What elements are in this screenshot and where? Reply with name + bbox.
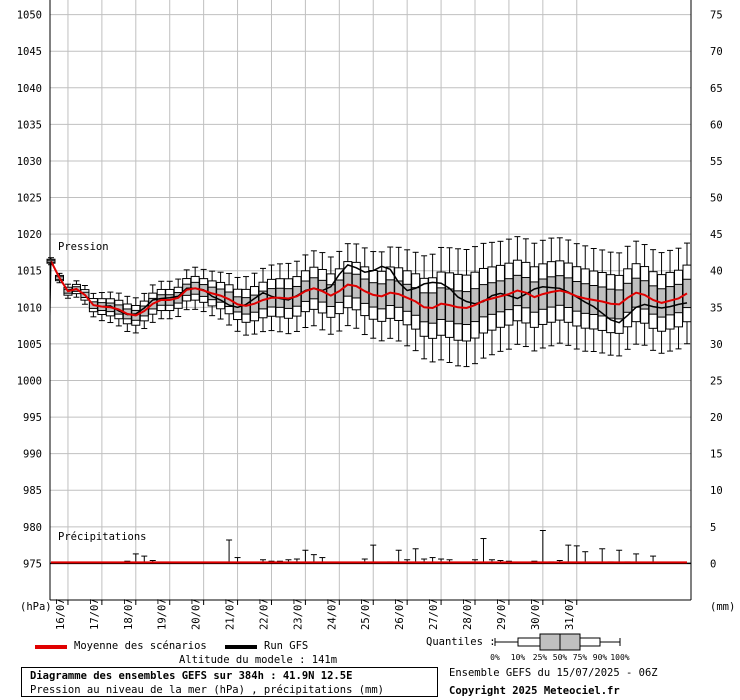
left-tick-label: 985 xyxy=(23,485,42,497)
chart-subtitle: Pression au niveau de la mer (hPa) , pré… xyxy=(30,684,385,696)
right-tick-label: 10 xyxy=(710,485,723,497)
right-tick-label: 40 xyxy=(710,266,723,278)
right-tick-label: 60 xyxy=(710,119,723,131)
quantile-tick-label: 25% xyxy=(533,653,548,662)
mean-legend-swatch xyxy=(35,645,67,649)
left-tick-label: 1040 xyxy=(17,83,42,95)
precip-panel-label: Précipitations xyxy=(58,531,147,543)
pressure-panel-label: Pression xyxy=(58,241,109,253)
left-tick-label: 1025 xyxy=(17,193,42,205)
right-axis: 0 5 10 15 20 25 30 35 40 45 50 55 60 65 70 75 xyxy=(710,10,723,571)
quantile-tick-label: 100% xyxy=(610,653,629,662)
right-tick-label: 5 xyxy=(710,522,716,534)
x-tick-label: 26/07 xyxy=(394,598,406,630)
quantile-tick-label: 10% xyxy=(511,653,526,662)
right-tick-label: 20 xyxy=(710,412,723,424)
quantile-tick-label: 75% xyxy=(573,653,588,662)
model-altitude: Altitude du modele : 141m xyxy=(179,654,338,666)
left-tick-label: 975 xyxy=(23,558,42,570)
x-tick-label: 25/07 xyxy=(360,598,372,630)
copyright: Copyright 2025 Meteociel.fr xyxy=(449,685,620,697)
gfs-run-start-segment xyxy=(49,261,52,317)
left-tick-label: 1015 xyxy=(17,266,42,278)
quantiles-key: 0% 10% 25% 50% 75% 90% 100% xyxy=(490,633,630,662)
quantile-tick-label: 50% xyxy=(553,653,568,662)
x-tick-label: 21/07 xyxy=(225,598,237,630)
left-tick-label: 1010 xyxy=(17,302,42,314)
right-tick-label: 50 xyxy=(710,193,723,205)
right-tick-label: 65 xyxy=(710,83,723,95)
left-tick-label: 1030 xyxy=(17,156,42,168)
x-tick-label: 18/07 xyxy=(123,598,135,630)
x-tick-label: 19/07 xyxy=(157,598,169,630)
x-tick-label: 31/07 xyxy=(564,598,576,630)
x-tick-label: 16/07 xyxy=(55,598,67,630)
gfs-legend-label: Run GFS xyxy=(264,640,309,652)
right-tick-label: 15 xyxy=(710,449,723,461)
left-tick-label: 1045 xyxy=(17,46,42,58)
x-tick-label: 22/07 xyxy=(258,598,270,630)
quantile-tick-label: 90% xyxy=(593,653,608,662)
left-axis: 975 980 985 990 995 1000 1005 1010 1015 1020 1025 1… xyxy=(17,10,42,571)
precipitation-series xyxy=(51,529,687,564)
title-box: Diagramme des ensembles GEFS sur 384h : … xyxy=(21,667,438,697)
x-tick-label: 29/07 xyxy=(496,598,508,630)
right-tick-label: 45 xyxy=(710,229,723,241)
ensemble-mean-line xyxy=(50,260,688,317)
x-tick-label: 23/07 xyxy=(292,598,304,630)
left-tick-label: 1035 xyxy=(17,119,42,131)
x-tick-label: 17/07 xyxy=(89,598,101,630)
left-tick-label: 990 xyxy=(23,449,42,461)
mean-legend-label: Moyenne des scénarios xyxy=(74,640,207,652)
x-tick-label: 28/07 xyxy=(462,598,474,630)
chart-title: Diagramme des ensembles GEFS sur 384h : … xyxy=(30,670,353,682)
run-info: Ensemble GEFS du 15/07/2025 - 06Z xyxy=(449,667,658,679)
x-tick-label: 30/07 xyxy=(530,598,542,630)
left-tick-label: 980 xyxy=(23,522,42,534)
quantiles-label: Quantiles : xyxy=(426,636,496,648)
x-tick-label: 24/07 xyxy=(326,598,338,630)
left-axis-unit: (hPa) xyxy=(20,601,52,613)
right-tick-label: 30 xyxy=(710,339,723,351)
left-tick-label: 1050 xyxy=(17,10,42,22)
gfs-legend-swatch xyxy=(225,645,257,649)
series-lines xyxy=(49,260,688,324)
right-tick-label: 25 xyxy=(710,375,723,387)
gfs-run-line xyxy=(50,260,688,324)
right-tick-label: 55 xyxy=(710,156,723,168)
quantile-tick-label: 0% xyxy=(490,653,500,662)
right-tick-label: 0 xyxy=(710,558,716,570)
x-tick-label: 20/07 xyxy=(191,598,203,630)
right-tick-label: 35 xyxy=(710,302,723,314)
left-tick-label: 1005 xyxy=(17,339,42,351)
left-tick-label: 995 xyxy=(23,412,42,424)
right-axis-unit: (mm) xyxy=(710,601,735,613)
right-tick-label: 70 xyxy=(710,46,723,58)
right-tick-label: 75 xyxy=(710,10,723,22)
left-tick-label: 1000 xyxy=(17,375,42,387)
left-tick-label: 1020 xyxy=(17,229,42,241)
x-tick-label: 27/07 xyxy=(428,598,440,630)
x-axis: 16/07 17/07 18/07 19/07 20/07 21/07 22/07 23/07… xyxy=(55,598,578,630)
